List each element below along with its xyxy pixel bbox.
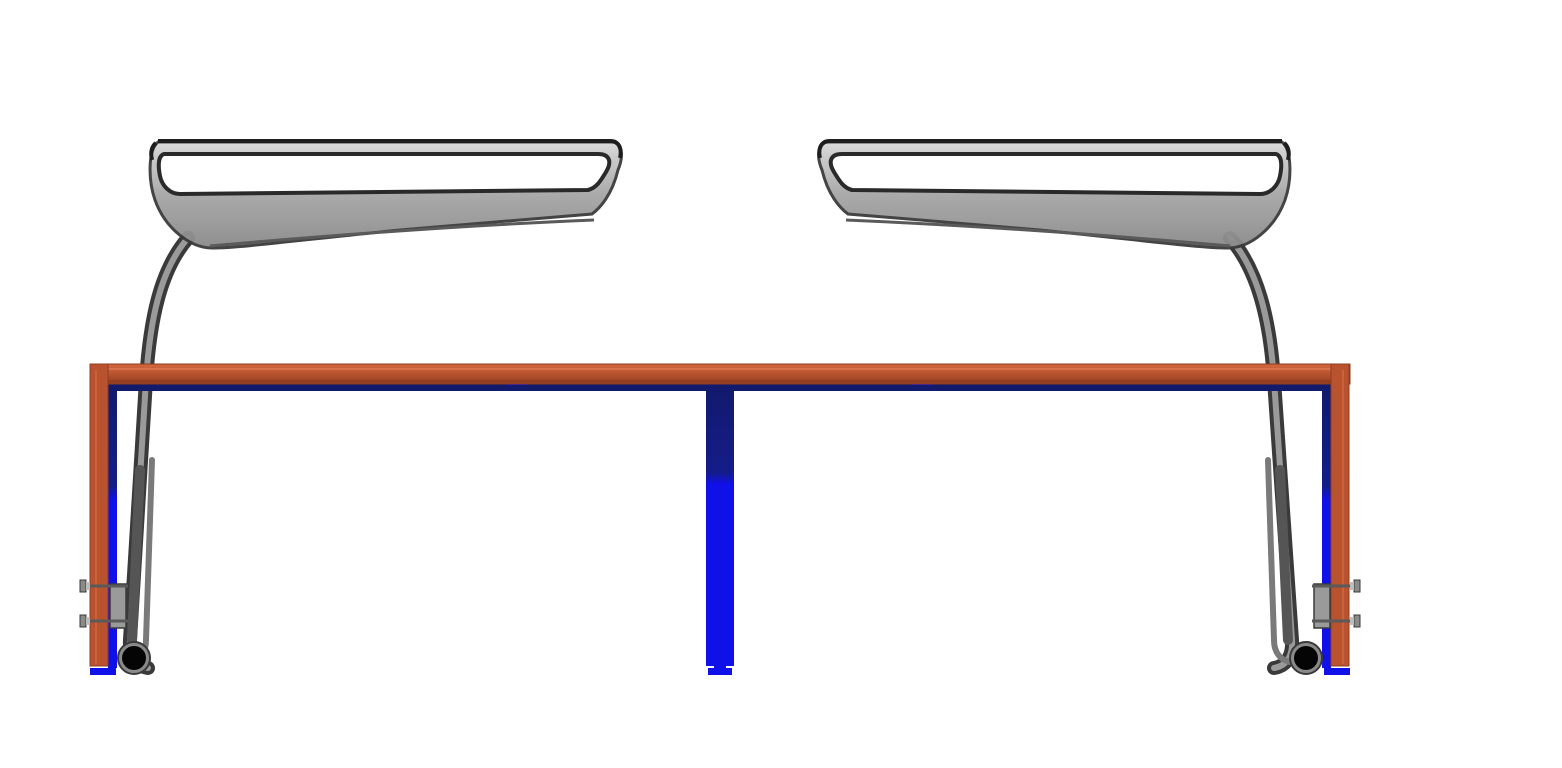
left-loop-lip [209, 218, 595, 248]
left-loop-opening [156, 152, 612, 197]
right-tube-front-inner [1265, 457, 1293, 665]
right-clamp-bracket [1289, 579, 1361, 675]
right-loop-rim [817, 139, 1291, 161]
left-tube-end-hole [122, 646, 146, 670]
blue-top-band [108, 383, 1332, 391]
blue-inner-frame [90, 381, 1350, 675]
center-blue-leg [706, 390, 734, 666]
right-tube-end-hole [1294, 646, 1318, 670]
orange-right-post [1330, 363, 1350, 667]
right-nut-top [1353, 579, 1361, 593]
right-foot [1324, 668, 1350, 675]
orange-top-frame [89, 363, 1351, 667]
left-handle-assembly [122, 139, 623, 675]
blue-left-side [108, 388, 117, 668]
left-washer-top [86, 582, 90, 590]
left-clamp-plate [109, 583, 127, 629]
left-clamp-bracket [79, 579, 151, 675]
right-loop-opening [828, 152, 1284, 197]
left-foot [90, 668, 116, 675]
left-tube-front [127, 465, 145, 645]
left-washer-bottom [86, 617, 90, 625]
right-loop-lip [845, 218, 1231, 248]
orange-left-post [89, 363, 109, 667]
right-handle-assembly [817, 139, 1300, 675]
right-washer-bottom [1350, 617, 1354, 625]
left-nut-top [79, 579, 87, 593]
blue-right-side [1322, 388, 1331, 668]
left-loop-rim [149, 139, 623, 161]
right-washer-top [1350, 582, 1354, 590]
right-tube-front [1275, 465, 1293, 645]
center-leg-foot [708, 668, 732, 675]
right-clamp-plate [1313, 583, 1331, 629]
left-nut-bottom [79, 614, 87, 628]
right-nut-bottom [1353, 614, 1361, 628]
center-leg-foot-stem [714, 664, 726, 670]
